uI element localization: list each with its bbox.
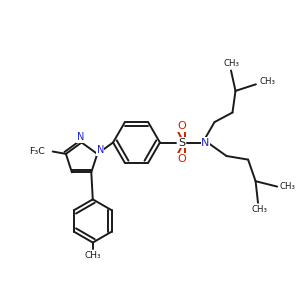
Text: O: O xyxy=(178,121,187,131)
Text: F₃C: F₃C xyxy=(29,147,45,156)
Text: N: N xyxy=(97,145,104,155)
Text: CH₃: CH₃ xyxy=(259,77,275,86)
Text: CH₃: CH₃ xyxy=(224,59,240,68)
Text: CH₃: CH₃ xyxy=(85,250,101,260)
Text: N: N xyxy=(201,137,210,148)
Text: CH₃: CH₃ xyxy=(251,205,267,214)
Text: CH₃: CH₃ xyxy=(280,182,296,191)
Text: S: S xyxy=(178,137,185,148)
Text: O: O xyxy=(178,154,187,164)
Text: N: N xyxy=(77,132,84,142)
